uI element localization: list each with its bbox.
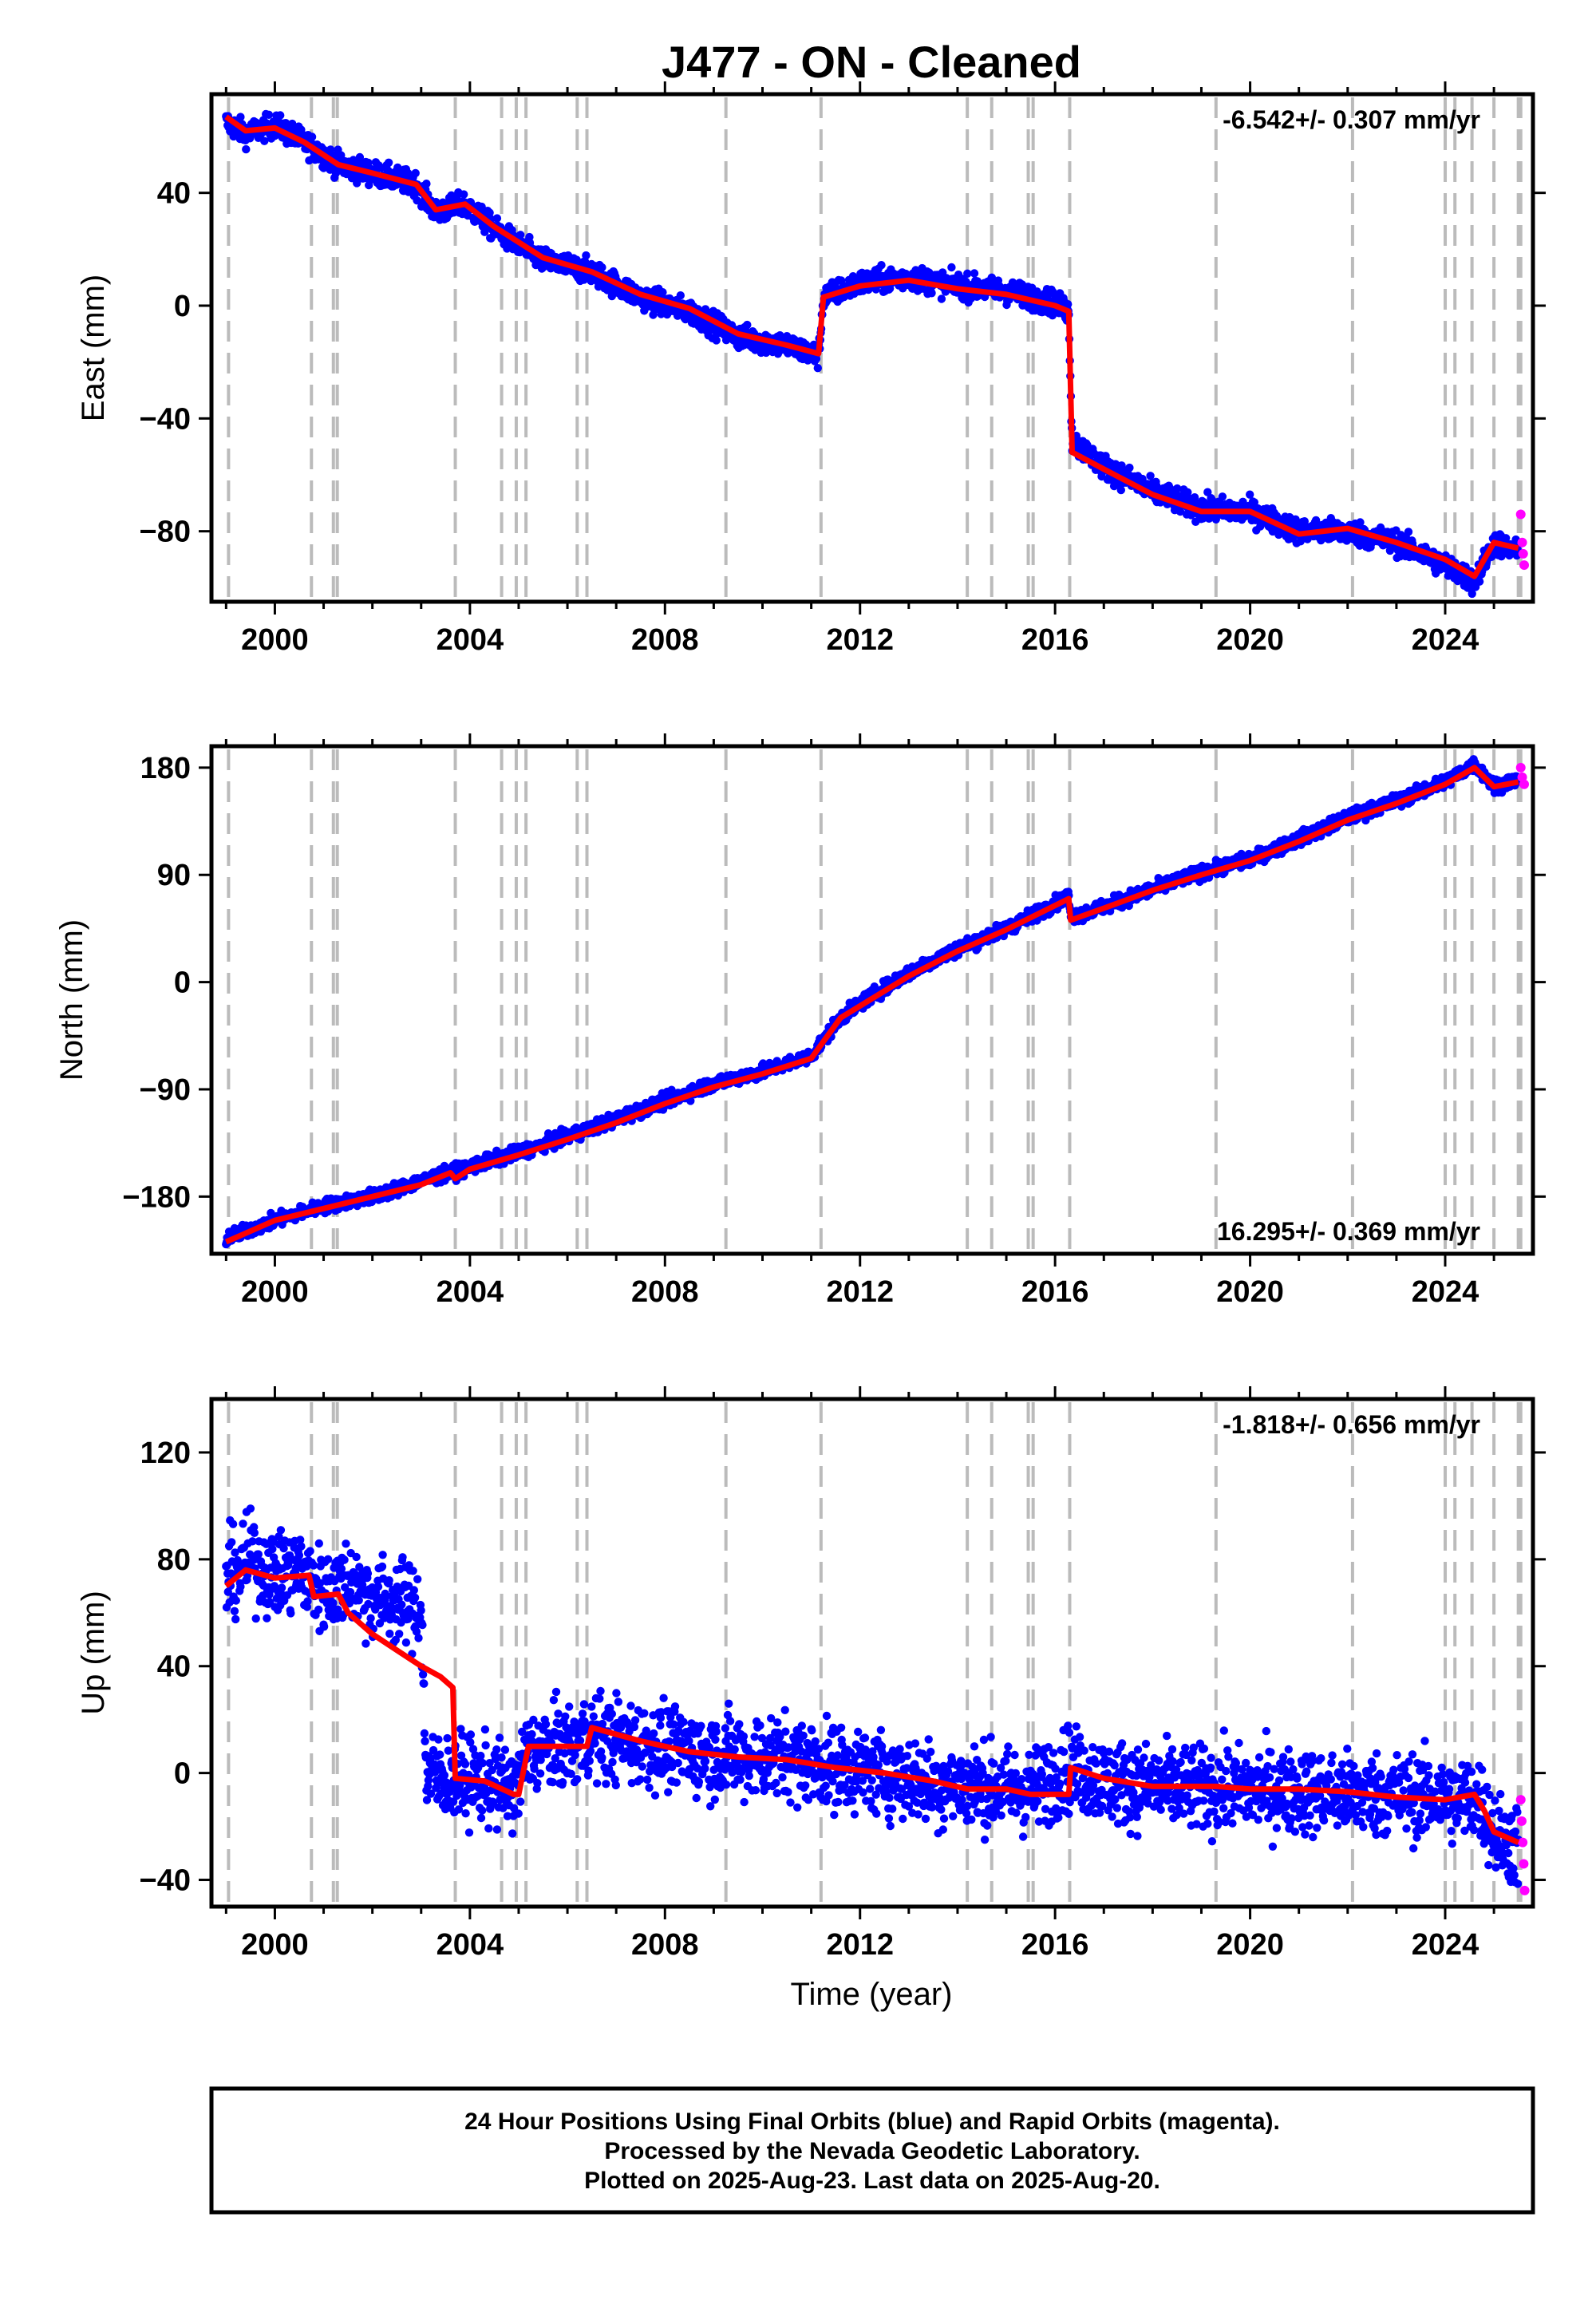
east-final-point: [1064, 300, 1073, 309]
east-final-point: [970, 269, 979, 278]
east-final-point: [743, 320, 752, 330]
east-final-point: [1475, 577, 1484, 586]
east-final-point: [1468, 589, 1476, 599]
east-final-point: [947, 263, 956, 272]
east-final-point: [658, 288, 667, 297]
east-final-point: [1501, 534, 1511, 543]
east-x-tick-label: 2004: [437, 623, 504, 657]
east-final-point: [927, 289, 936, 298]
east-rapid-points: [1515, 509, 1530, 571]
east-final-point: [1250, 498, 1259, 507]
east-x-tick-label: 2016: [1021, 623, 1089, 657]
east-final-point: [1292, 516, 1301, 526]
east-panel: 2000 2004 2008 2012 2016 2020 2024 −80 −40 0 40 Eas…: [76, 81, 1546, 657]
east-final-point: [987, 273, 997, 282]
east-final-point: [1125, 463, 1134, 472]
east-rapid-point: [1515, 509, 1526, 520]
east-frame: [209, 92, 1535, 604]
east-y-tick-label: −40: [140, 402, 191, 436]
north-panel: 2000 2004 2008 2012 2016 2020 2024−180−9009018…: [54, 733, 1546, 1309]
north-event-lines: [227, 749, 1523, 1251]
east-final-point: [422, 180, 431, 188]
east-final-point: [242, 144, 251, 154]
east-y-tick-label: 0: [174, 290, 191, 323]
east-final-point: [1311, 516, 1321, 525]
east-rate-label: -6.542+/- 0.307 mm/yr: [1223, 105, 1480, 134]
east-x-tick-label: 2024: [1412, 623, 1479, 657]
east-final-point: [364, 158, 373, 168]
east-final-point: [276, 111, 285, 120]
east-final-point: [649, 310, 658, 319]
east-final-point: [260, 136, 269, 145]
east-final-point: [877, 261, 886, 270]
east-final-point: [598, 263, 606, 272]
east-x-tick-label: 2020: [1216, 623, 1284, 657]
east-y-axis-title: East (mm): [76, 275, 111, 421]
east-final-point: [516, 231, 525, 239]
east-final-point: [572, 255, 581, 264]
east-final-point: [1183, 488, 1192, 497]
chart-title: J477 - ON - Cleaned: [662, 37, 1081, 87]
east-final-point: [492, 214, 502, 223]
east-final-point: [963, 269, 972, 278]
east-final-point: [307, 132, 317, 141]
east-final-point: [236, 113, 245, 121]
east-y-tick-label: 40: [157, 177, 191, 211]
east-final-point: [1173, 484, 1182, 493]
east-final-point: [1146, 472, 1155, 480]
east-final-point: [384, 158, 393, 167]
east-final-point: [676, 291, 685, 300]
east-final-point: [1356, 518, 1365, 527]
east-final-point: [413, 196, 421, 205]
east-final-point: [813, 364, 822, 373]
east-x-tick-label: 2000: [241, 623, 309, 657]
east-rapid-point: [1518, 548, 1528, 559]
east-final-point: [712, 336, 721, 345]
east-y-tick-label: −80: [140, 516, 191, 549]
east-final-point: [1218, 492, 1227, 501]
east-final-point: [411, 168, 420, 178]
east-final-point: [326, 145, 335, 154]
east-x-tick-label: 2008: [631, 623, 699, 657]
east-final-point: [1190, 493, 1199, 502]
east-x-tick-label: 2012: [826, 623, 894, 657]
east-final-point: [937, 294, 946, 303]
east-final-point: [1116, 485, 1126, 495]
east-rapid-point: [1519, 560, 1530, 571]
east-model-line: [224, 114, 1519, 579]
east-final-point: [1246, 490, 1254, 499]
north-final-point: [1117, 903, 1127, 912]
east-final-point: [1404, 528, 1413, 536]
east-final-point: [582, 251, 591, 260]
east-rapid-point: [1517, 537, 1527, 547]
east-final-point: [477, 202, 486, 211]
east-final-point: [264, 110, 274, 119]
north-final-point: [686, 1097, 695, 1105]
east-final-point: [460, 190, 468, 199]
